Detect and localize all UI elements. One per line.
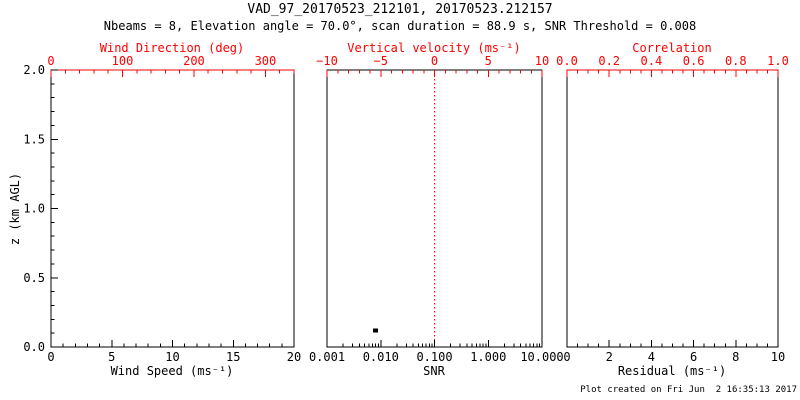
tick-label: 0 [47,54,54,68]
wind-direction-axis-title: Wind Direction (deg) [99,41,245,55]
wind-speed-axis-title: Wind Speed (ms⁻¹) [110,364,234,378]
tick-label: 0.100 [416,350,452,364]
snr-panel: 0.001 0.010 0.100 1.000 10.000 −10 −5 0 5 10 [309,54,564,364]
tick-label: 15 [226,350,240,364]
tick-label: 0.2 [598,54,620,68]
tick-label: 0.8 [725,54,747,68]
tick-label: 10 [535,54,549,68]
tick-label: 300 [255,54,277,68]
tick-label: 0.6 [683,54,705,68]
tick-label: 10.000 [520,350,563,364]
tick-label: 1.0 [767,54,789,68]
tick-label: 0.010 [363,350,399,364]
vertical-velocity-axis-title: Vertical velocity (ms⁻¹) [347,41,521,55]
panel-frame [566,69,779,348]
tick-label: 200 [183,54,205,68]
tick-label: 4 [648,350,655,364]
y-tick-label: 1.5 [23,132,45,146]
snr-axis-title: SNR [423,364,445,378]
tick-label: −10 [316,54,338,68]
tick-label: −5 [374,54,388,68]
creation-timestamp: Plot created on Fri Jun 2 16:35:13 2017 [580,385,797,395]
y-tick-label: 2.0 [23,63,45,77]
data-point [373,328,379,333]
tick-label: 6 [690,350,697,364]
figure-subtitle: Nbeams = 8, Elevation angle = 70.0°, sca… [103,19,697,33]
y-tick-label: 0.0 [23,340,45,354]
residual-axis-title: Residual (ms⁻¹) [617,364,727,378]
tick-label: 1.000 [470,350,506,364]
tick-label: 5 [485,54,492,68]
y-tick-label: 0.5 [23,271,45,285]
tick-label: 100 [112,54,134,68]
tick-label: 0 [563,350,570,364]
panel-frame [50,69,295,348]
tick-label: 2 [606,350,613,364]
tick-label: 10 [165,350,179,364]
tick-label: 5 [108,350,115,364]
tick-label: 20 [287,350,301,364]
correlation-axis-title: Correlation [632,41,712,55]
y-tick-label: 1.0 [23,202,45,216]
residual-panel: 0 2 4 6 8 10 0.0 0.2 0.4 0.6 0.8 1.0 [556,54,789,364]
figure-title: VAD_97_20170523_212101, 20170523.212157 [247,2,553,17]
tick-label: 0.0 [556,54,578,68]
tick-label: 0 [47,350,54,364]
tick-label: 0 [431,54,438,68]
tick-label: 8 [732,350,739,364]
tick-label: 10 [771,350,785,364]
tick-label: 0.4 [641,54,663,68]
tick-label: 0.001 [309,350,345,364]
